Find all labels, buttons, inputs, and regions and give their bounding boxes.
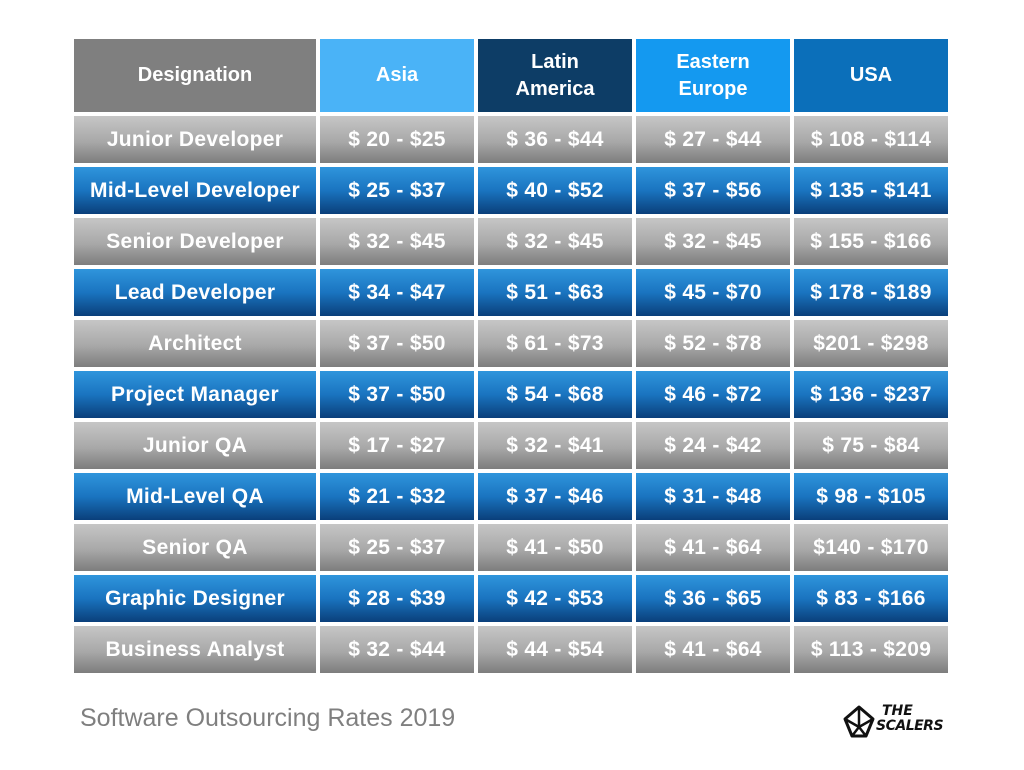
cell-usa: $ 178 - $189 xyxy=(794,269,948,316)
cell-asia: $ 32 - $45 xyxy=(320,218,474,265)
table-row: Senior Developer $ 32 - $45 $ 32 - $45 $ 32… xyxy=(74,218,948,265)
cell-eastern-europe: $ 52 - $78 xyxy=(636,320,790,367)
cell-latin-america: $ 36 - $44 xyxy=(478,116,632,163)
table-row: Project Manager $ 37 - $50 $ 54 - $68 $ 46 … xyxy=(74,371,948,418)
cell-latin-america: $ 44 - $54 xyxy=(478,626,632,673)
table-header: Designation Asia Latin America Eastern E… xyxy=(74,39,948,112)
cell-eastern-europe: $ 41 - $64 xyxy=(636,524,790,571)
header-designation: Designation xyxy=(74,39,316,112)
cell-asia: $ 32 - $44 xyxy=(320,626,474,673)
diamond-crown-icon xyxy=(843,705,875,738)
cell-designation: Senior QA xyxy=(74,524,316,571)
table-row: Architect $ 37 - $50 $ 61 - $73 $ 52 - $78 $… xyxy=(74,320,948,367)
cell-eastern-europe: $ 41 - $64 xyxy=(636,626,790,673)
header-latin-america: Latin America xyxy=(478,39,632,112)
cell-designation: Graphic Designer xyxy=(74,575,316,622)
cell-asia: $ 25 - $37 xyxy=(320,167,474,214)
table-row: Mid-Level Developer $ 25 - $37 $ 40 - $52 $… xyxy=(74,167,948,214)
cell-usa: $140 - $170 xyxy=(794,524,948,571)
cell-asia: $ 20 - $25 xyxy=(320,116,474,163)
cell-latin-america: $ 41 - $50 xyxy=(478,524,632,571)
cell-designation: Lead Developer xyxy=(74,269,316,316)
cell-designation: Senior Developer xyxy=(74,218,316,265)
cell-latin-america: $ 61 - $73 xyxy=(478,320,632,367)
cell-usa: $ 155 - $166 xyxy=(794,218,948,265)
cell-asia: $ 37 - $50 xyxy=(320,371,474,418)
cell-designation: Business Analyst xyxy=(74,626,316,673)
cell-designation: Mid-Level Developer xyxy=(74,167,316,214)
rates-table: Designation Asia Latin America Eastern E… xyxy=(70,35,952,677)
cell-usa: $ 83 - $166 xyxy=(794,575,948,622)
logo-wordmark: THE SCALERS xyxy=(876,703,944,734)
cell-latin-america: $ 40 - $52 xyxy=(478,167,632,214)
cell-latin-america: $ 37 - $46 xyxy=(478,473,632,520)
table-row: Junior QA $ 17 - $27 $ 32 - $41 $ 24 - $42 $… xyxy=(74,422,948,469)
cell-latin-america: $ 42 - $53 xyxy=(478,575,632,622)
cell-asia: $ 34 - $47 xyxy=(320,269,474,316)
the-scalers-logo: THE SCALERS xyxy=(842,703,952,743)
cell-designation: Junior QA xyxy=(74,422,316,469)
cell-latin-america: $ 51 - $63 xyxy=(478,269,632,316)
table-row: Graphic Designer $ 28 - $39 $ 42 - $53 $ 36… xyxy=(74,575,948,622)
cell-asia: $ 28 - $39 xyxy=(320,575,474,622)
cell-eastern-europe: $ 32 - $45 xyxy=(636,218,790,265)
table-row: Junior Developer $ 20 - $25 $ 36 - $44 $ 27… xyxy=(74,116,948,163)
cell-latin-america: $ 32 - $45 xyxy=(478,218,632,265)
header-row: Designation Asia Latin America Eastern E… xyxy=(74,39,948,112)
cell-usa: $ 113 - $209 xyxy=(794,626,948,673)
cell-asia: $ 25 - $37 xyxy=(320,524,474,571)
cell-eastern-europe: $ 36 - $65 xyxy=(636,575,790,622)
cell-eastern-europe: $ 24 - $42 xyxy=(636,422,790,469)
cell-latin-america: $ 54 - $68 xyxy=(478,371,632,418)
cell-eastern-europe: $ 45 - $70 xyxy=(636,269,790,316)
cell-asia: $ 37 - $50 xyxy=(320,320,474,367)
cell-eastern-europe: $ 27 - $44 xyxy=(636,116,790,163)
cell-usa: $ 75 - $84 xyxy=(794,422,948,469)
cell-usa: $ 136 - $237 xyxy=(794,371,948,418)
cell-designation: Project Manager xyxy=(74,371,316,418)
cell-eastern-europe: $ 46 - $72 xyxy=(636,371,790,418)
cell-usa: $ 108 - $114 xyxy=(794,116,948,163)
cell-usa: $ 135 - $141 xyxy=(794,167,948,214)
cell-asia: $ 17 - $27 xyxy=(320,422,474,469)
cell-latin-america: $ 32 - $41 xyxy=(478,422,632,469)
table-row: Lead Developer $ 34 - $47 $ 51 - $63 $ 45 -… xyxy=(74,269,948,316)
header-asia: Asia xyxy=(320,39,474,112)
cell-eastern-europe: $ 31 - $48 xyxy=(636,473,790,520)
cell-usa: $201 - $298 xyxy=(794,320,948,367)
logo-line-1: THE xyxy=(882,703,913,719)
cell-designation: Mid-Level QA xyxy=(74,473,316,520)
chart-title: Software Outsourcing Rates 2019 xyxy=(80,704,456,732)
cell-asia: $ 21 - $32 xyxy=(320,473,474,520)
cell-usa: $ 98 - $105 xyxy=(794,473,948,520)
table-row: Business Analyst $ 32 - $44 $ 44 - $54 $ 41… xyxy=(74,626,948,673)
cell-eastern-europe: $ 37 - $56 xyxy=(636,167,790,214)
table-row: Senior QA $ 25 - $37 $ 41 - $50 $ 41 - $64 $… xyxy=(74,524,948,571)
table-row: Mid-Level QA $ 21 - $32 $ 37 - $46 $ 31 - $… xyxy=(74,473,948,520)
table-body: Junior Developer $ 20 - $25 $ 36 - $44 $ 27… xyxy=(74,116,948,673)
cell-designation: Architect xyxy=(74,320,316,367)
header-usa: USA xyxy=(794,39,948,112)
cell-designation: Junior Developer xyxy=(74,116,316,163)
header-eastern-europe: Eastern Europe xyxy=(636,39,790,112)
logo-line-2: SCALERS xyxy=(876,718,944,734)
